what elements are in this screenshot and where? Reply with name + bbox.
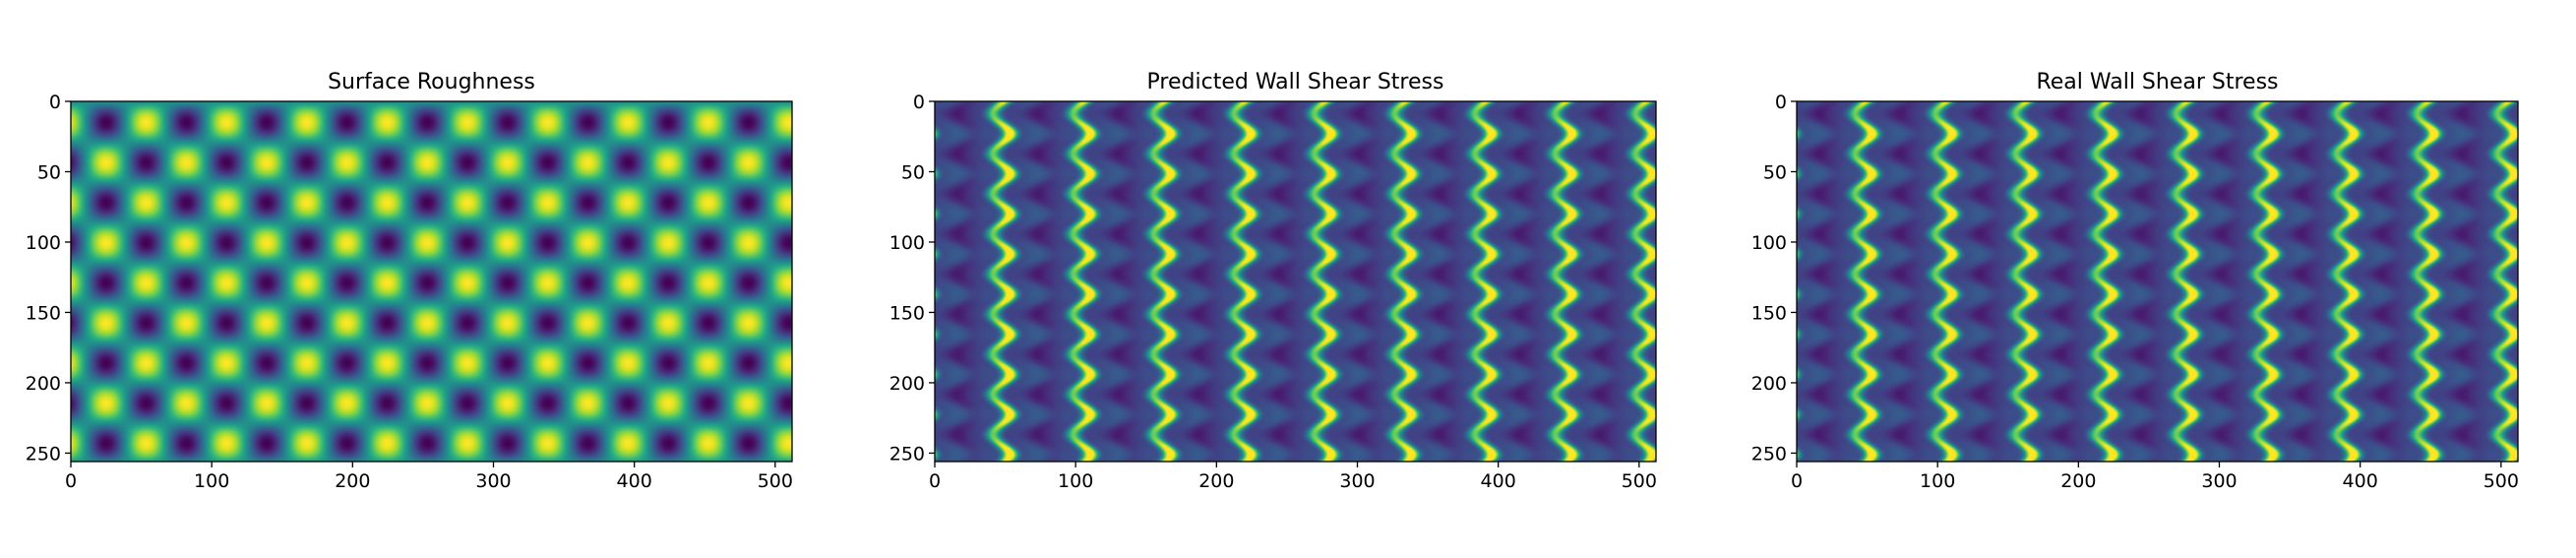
axes-frame: [934, 100, 1657, 463]
axes-frame: [70, 100, 793, 463]
y-tick-label: 100: [889, 232, 925, 254]
x-tick-label: 300: [475, 470, 511, 492]
x-tick-label: 400: [617, 470, 652, 492]
x-tick-label: 200: [2060, 470, 2096, 492]
y-tick-label: 0: [1775, 92, 1787, 113]
x-tick-label: 500: [758, 470, 793, 492]
y-tick-label: 150: [889, 302, 925, 324]
y-tick-label: 50: [37, 161, 61, 183]
x-tick-label: 500: [1622, 470, 1657, 492]
x-tick-label: 0: [65, 470, 77, 492]
heatmap-image: [935, 101, 1656, 462]
y-tick-label: 250: [26, 443, 61, 465]
x-tick-label: 500: [2484, 470, 2519, 492]
y-tick-label: 100: [26, 232, 61, 254]
y-tick-label: 0: [913, 92, 925, 113]
subplot-predicted-wall-shear-stress: Predicted Wall Shear Stress 0 100 200 300 40…: [889, 70, 1657, 492]
y-tick-label: 250: [1751, 443, 1787, 465]
y-tick-label: 200: [1751, 373, 1787, 395]
y-tick-label: 250: [889, 443, 925, 465]
x-tick-label: 200: [1198, 470, 1234, 492]
heatmap-image: [71, 101, 792, 462]
y-axis: 0 50 100 150 200 250: [889, 92, 935, 465]
subplot-real-wall-shear-stress: Real Wall Shear Stress 0 100 200 300 400 500 …: [1751, 70, 2519, 492]
x-tick-label: 0: [929, 470, 941, 492]
x-axis: 0 100 200 300 400 500: [1791, 462, 2519, 492]
y-tick-label: 200: [889, 373, 925, 395]
x-axis: 0 100 200 300 400 500: [929, 462, 1657, 492]
y-tick-label: 0: [49, 92, 61, 113]
x-tick-label: 0: [1791, 470, 1803, 492]
x-axis: 0 100 200 300 400 500: [65, 462, 793, 492]
subplot-title: Predicted Wall Shear Stress: [1147, 70, 1444, 94]
y-tick-label: 200: [26, 373, 61, 395]
axes-frame: [1796, 100, 2519, 463]
x-tick-label: 300: [1339, 470, 1375, 492]
heatmap-image: [1797, 101, 2518, 462]
x-tick-label: 100: [194, 470, 229, 492]
subplot-title: Surface Roughness: [328, 70, 535, 94]
y-axis: 0 50 100 150 200 250: [1751, 92, 1797, 465]
x-tick-label: 400: [2343, 470, 2378, 492]
y-tick-label: 150: [26, 302, 61, 324]
x-tick-label: 200: [335, 470, 370, 492]
subplot-surface-roughness: Surface Roughness 0 100 200 300 400 500 0 50 10…: [26, 70, 793, 492]
subplot-title: Real Wall Shear Stress: [2036, 70, 2278, 94]
x-tick-label: 100: [1920, 470, 1955, 492]
y-tick-label: 50: [901, 161, 925, 183]
x-tick-label: 400: [1481, 470, 1516, 492]
y-tick-label: 100: [1751, 232, 1787, 254]
x-tick-label: 300: [2201, 470, 2237, 492]
x-tick-label: 100: [1058, 470, 1093, 492]
y-axis: 0 50 100 150 200 250: [26, 92, 71, 465]
y-tick-label: 50: [1763, 161, 1787, 183]
y-tick-label: 150: [1751, 302, 1787, 324]
